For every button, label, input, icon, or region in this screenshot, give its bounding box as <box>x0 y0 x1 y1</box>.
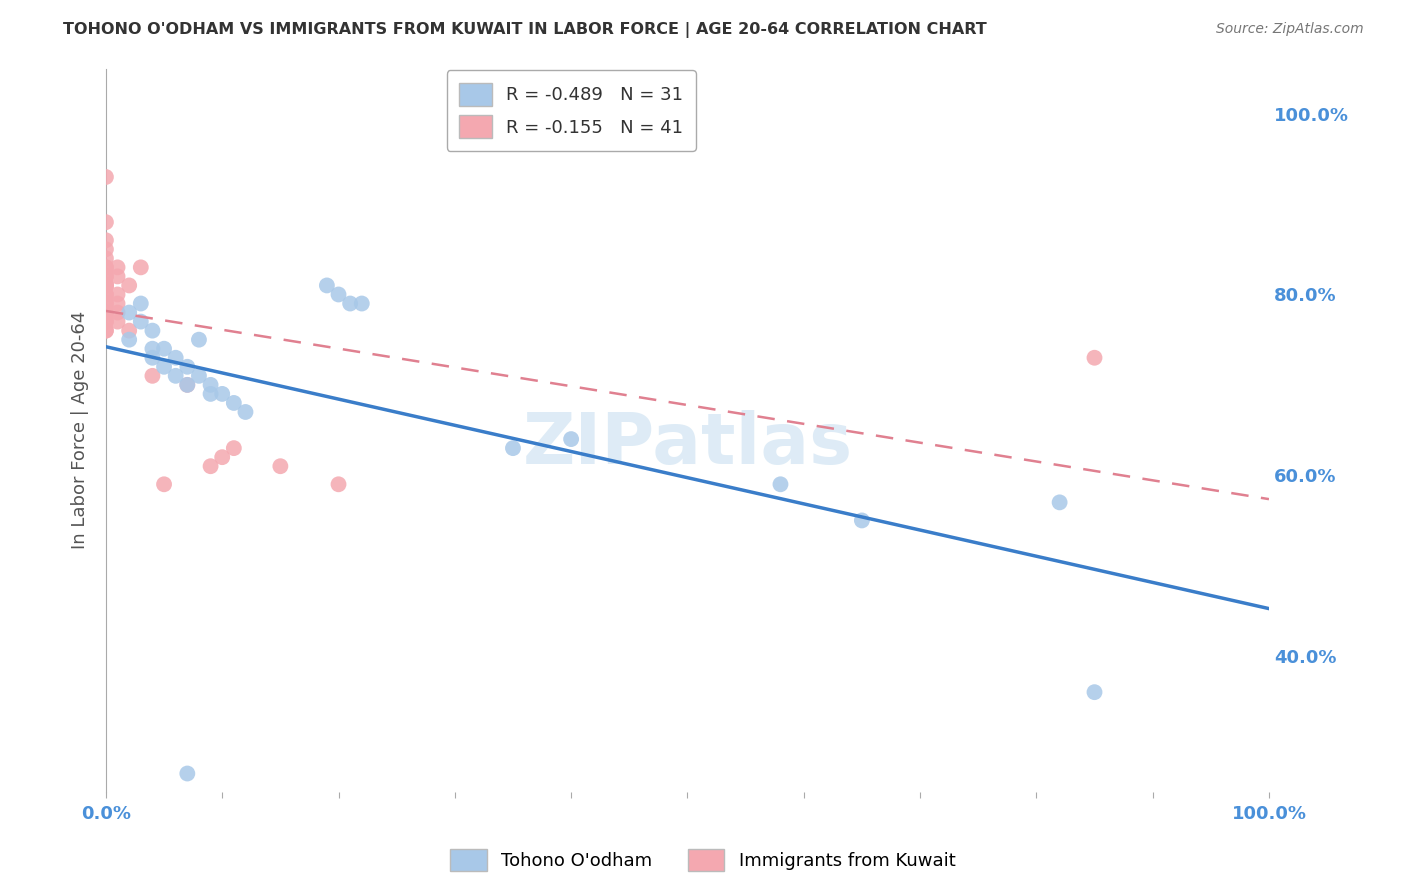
Point <box>94 278 117 293</box>
Point <box>176 359 198 374</box>
Point <box>118 333 141 347</box>
Point <box>200 377 222 392</box>
Point <box>94 305 117 319</box>
Point <box>315 278 337 293</box>
Point <box>235 405 257 419</box>
Point <box>94 278 117 293</box>
Point <box>118 278 141 293</box>
Point <box>141 351 163 365</box>
Point <box>165 368 187 383</box>
Point <box>94 169 117 184</box>
Point <box>1083 351 1105 365</box>
Point <box>200 459 222 474</box>
Point <box>107 305 129 319</box>
Point <box>188 368 211 383</box>
Point <box>141 324 163 338</box>
Point <box>141 368 163 383</box>
Point <box>328 287 350 301</box>
Point <box>176 766 198 780</box>
Point <box>94 315 117 329</box>
Text: ZIPatlas: ZIPatlas <box>523 410 852 479</box>
Point <box>107 287 129 301</box>
Point <box>94 324 117 338</box>
Point <box>211 450 233 465</box>
Point <box>222 441 245 455</box>
Point <box>141 342 163 356</box>
Point <box>94 315 117 329</box>
Point <box>328 477 350 491</box>
Point <box>118 324 141 338</box>
Point <box>502 441 524 455</box>
Point <box>222 396 245 410</box>
Point <box>94 296 117 310</box>
Point <box>107 296 129 310</box>
Point <box>269 459 291 474</box>
Point <box>107 315 129 329</box>
Point <box>118 305 141 319</box>
Text: TOHONO O'ODHAM VS IMMIGRANTS FROM KUWAIT IN LABOR FORCE | AGE 20-64 CORRELATION : TOHONO O'ODHAM VS IMMIGRANTS FROM KUWAIT… <box>63 22 987 38</box>
Point <box>94 287 117 301</box>
Point <box>176 377 198 392</box>
Point <box>107 260 129 275</box>
Point <box>94 287 117 301</box>
Point <box>176 377 198 392</box>
Point <box>1049 495 1071 509</box>
Point <box>94 278 117 293</box>
Point <box>94 278 117 293</box>
Point <box>350 296 373 310</box>
Point <box>94 260 117 275</box>
Point <box>94 269 117 284</box>
Point <box>153 477 176 491</box>
Point <box>94 269 117 284</box>
Point <box>94 242 117 256</box>
Point <box>851 513 873 527</box>
Point <box>129 315 152 329</box>
Point <box>129 296 152 310</box>
Point <box>153 342 176 356</box>
Point <box>560 432 582 446</box>
Point <box>769 477 792 491</box>
Text: Source: ZipAtlas.com: Source: ZipAtlas.com <box>1216 22 1364 37</box>
Point <box>165 351 187 365</box>
Point <box>94 260 117 275</box>
Point <box>211 387 233 401</box>
Point <box>107 269 129 284</box>
Point <box>188 333 211 347</box>
Point <box>94 215 117 229</box>
Point <box>94 305 117 319</box>
Point <box>94 252 117 266</box>
Point <box>94 233 117 247</box>
Y-axis label: In Labor Force | Age 20-64: In Labor Force | Age 20-64 <box>72 311 89 549</box>
Point <box>153 359 176 374</box>
Point <box>94 324 117 338</box>
Point <box>200 387 222 401</box>
Legend: Tohono O'odham, Immigrants from Kuwait: Tohono O'odham, Immigrants from Kuwait <box>443 842 963 879</box>
Point <box>339 296 361 310</box>
Point <box>94 296 117 310</box>
Legend: R = -0.489   N = 31, R = -0.155   N = 41: R = -0.489 N = 31, R = -0.155 N = 41 <box>447 70 696 151</box>
Point <box>1083 685 1105 699</box>
Point <box>129 260 152 275</box>
